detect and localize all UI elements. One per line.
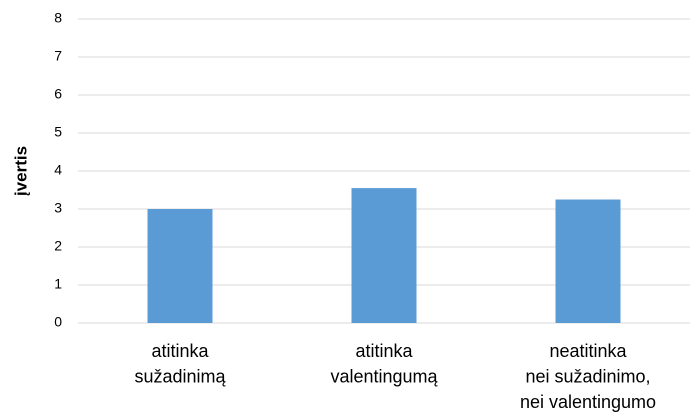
- y-axis-label: įvertis: [11, 146, 30, 196]
- y-tick-label: 2: [54, 238, 62, 254]
- y-tick-label: 1: [54, 276, 62, 292]
- x-tick-label: sužadinimą: [134, 366, 226, 386]
- bar: [351, 188, 417, 323]
- y-tick-label: 0: [54, 314, 62, 330]
- bar: [555, 199, 621, 323]
- x-tick-label: atitinka: [151, 341, 209, 361]
- bar: [147, 209, 213, 323]
- x-tick-label: valentingumą: [330, 366, 438, 386]
- y-tick-label: 6: [54, 86, 62, 102]
- x-tick-label: neatitinka: [549, 341, 627, 361]
- y-tick-label: 3: [54, 200, 62, 216]
- y-tick-label: 7: [54, 48, 62, 64]
- y-tick-label: 8: [54, 10, 62, 26]
- y-tick-label: 5: [54, 124, 62, 140]
- x-tick-label: nei sužadinimo,: [525, 366, 650, 386]
- y-tick-label: 4: [54, 162, 62, 178]
- x-tick-label: atitinka: [355, 341, 413, 361]
- x-tick-label: nei valentingumo: [520, 392, 656, 412]
